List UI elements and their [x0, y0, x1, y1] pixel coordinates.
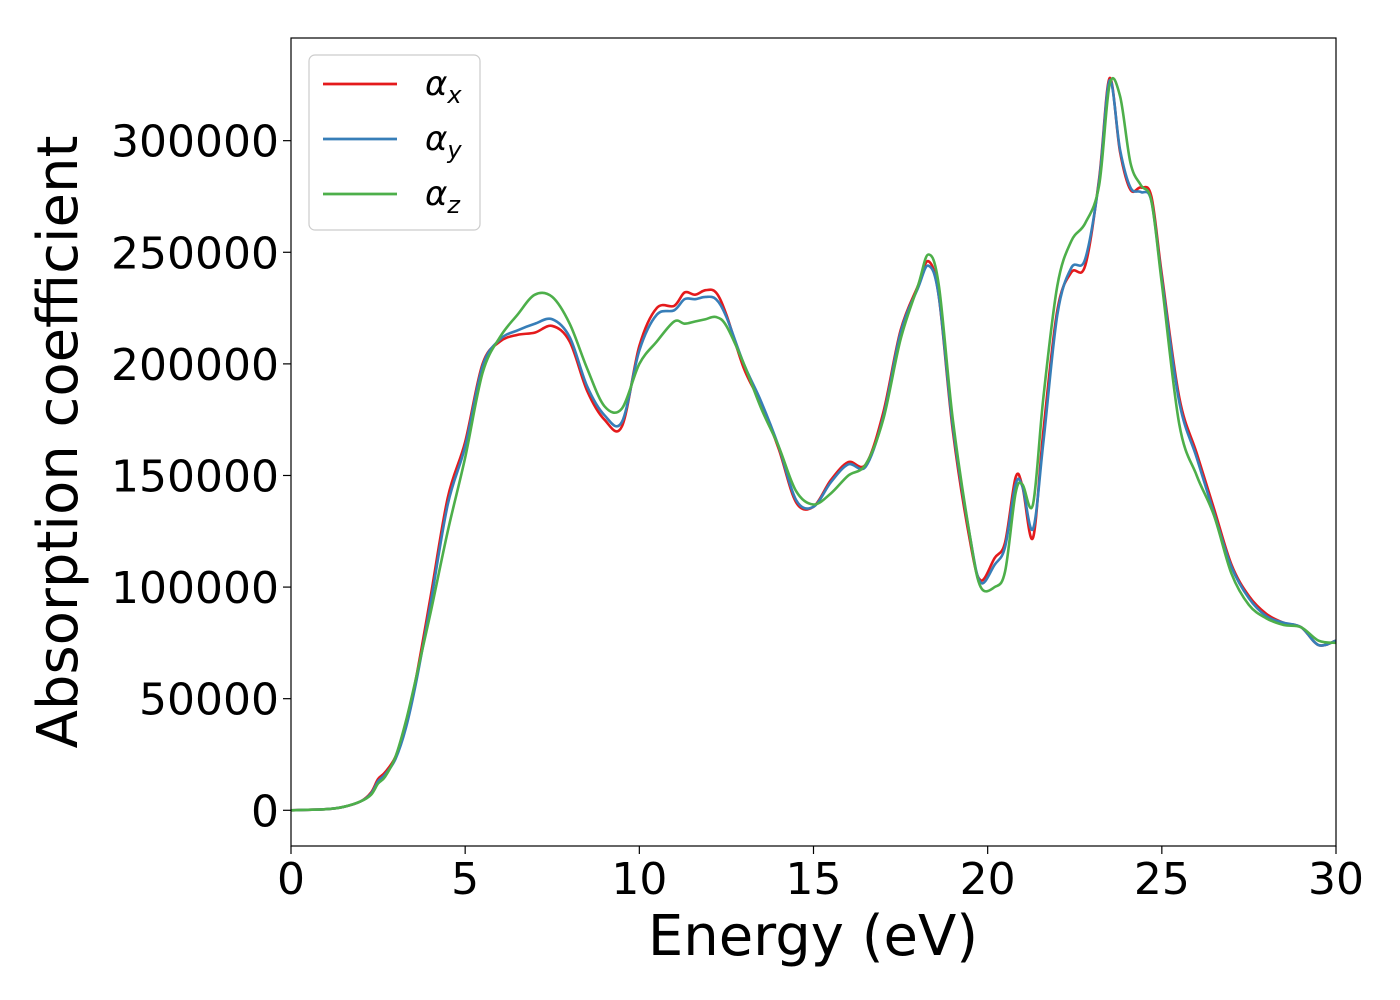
x-tick-label: 0 — [277, 854, 305, 905]
x-axis-ticks: 0 5 10 15 20 25 30 — [277, 846, 1364, 905]
y-axis-ticks: 0 50000 100000 150000 200000 250000 300000 — [111, 117, 291, 837]
legend-label-alpha-z: αz — [425, 174, 461, 219]
x-tick-label: 15 — [786, 854, 842, 905]
series-line-alpha-y — [290, 79, 1337, 812]
x-tick-label: 30 — [1308, 854, 1364, 905]
x-tick-label: 20 — [960, 854, 1016, 905]
y-tick-label: 0 — [251, 786, 279, 837]
legend: αx αy αz — [308, 54, 481, 231]
x-tick-label: 25 — [1134, 854, 1190, 905]
y-tick-label: 250000 — [111, 228, 279, 279]
legend-label-alpha-x: αx — [425, 64, 462, 109]
y-tick-label: 50000 — [139, 675, 279, 726]
y-tick-label: 300000 — [111, 117, 279, 168]
x-axis-label: Energy (eV) — [648, 904, 978, 969]
y-axis-label: Absorption coefficient — [26, 136, 91, 749]
y-tick-label: 200000 — [111, 340, 279, 391]
y-tick-label: 150000 — [111, 451, 279, 502]
x-tick-label: 5 — [451, 854, 479, 905]
series-line-alpha-z — [290, 77, 1337, 812]
legend-box — [308, 54, 481, 231]
legend-label-alpha-y: αy — [425, 119, 462, 164]
series-layer — [290, 76, 1337, 812]
y-tick-label: 100000 — [111, 563, 279, 614]
x-tick-label: 10 — [611, 854, 667, 905]
